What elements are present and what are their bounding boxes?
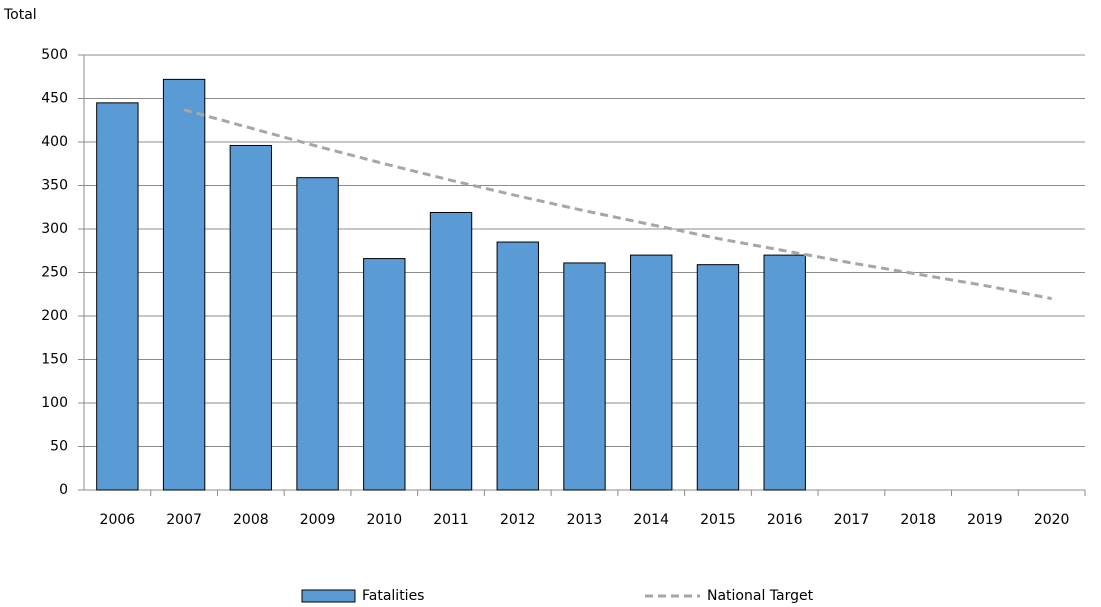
bar (630, 254, 673, 491)
y-tick-label: 150 (41, 352, 68, 368)
x-tick-label: 2020 (1034, 512, 1070, 528)
x-tick-label: 2006 (100, 512, 136, 528)
x-tick-label: 2018 (900, 512, 936, 528)
y-tick-label: 50 (50, 439, 68, 455)
legend-swatch (301, 589, 356, 603)
bar (763, 254, 806, 491)
x-tick-label: 2013 (567, 512, 603, 528)
x-tick-label: 2007 (166, 512, 202, 528)
x-tick-label: 2015 (700, 512, 736, 528)
bar (229, 144, 273, 491)
bar (429, 211, 473, 491)
bar (696, 264, 740, 491)
y-tick-label: 0 (59, 482, 68, 498)
y-tick-label: 300 (41, 221, 68, 237)
x-tick-label: 2009 (300, 512, 336, 528)
y-tick-label: 350 (41, 178, 68, 194)
x-tick-label: 2010 (366, 512, 402, 528)
x-tick-label: 2008 (233, 512, 269, 528)
y-tick-label: 500 (41, 47, 68, 63)
bar (563, 262, 606, 491)
x-tick-label: 2017 (834, 512, 870, 528)
bar (96, 102, 139, 491)
bar (162, 78, 206, 491)
bar (363, 258, 406, 491)
y-tick-label: 450 (41, 91, 68, 107)
x-tick-label: 2011 (433, 512, 469, 528)
y-axis-label: Total (3, 7, 37, 23)
line (183, 108, 1052, 301)
x-tick-label: 2019 (967, 512, 1003, 528)
legend-label: National Target (707, 588, 814, 604)
y-tick-label: 250 (41, 265, 68, 281)
x-tick-label: 2016 (767, 512, 803, 528)
y-tick-label: 100 (41, 395, 68, 411)
legend-label: Fatalities (362, 588, 424, 604)
bar (296, 177, 339, 491)
y-tick-label: 400 (41, 134, 68, 150)
y-tick-label: 200 (41, 308, 68, 324)
x-tick-label: 2012 (500, 512, 536, 528)
x-tick-label: 2014 (633, 512, 669, 528)
bar (496, 241, 539, 491)
